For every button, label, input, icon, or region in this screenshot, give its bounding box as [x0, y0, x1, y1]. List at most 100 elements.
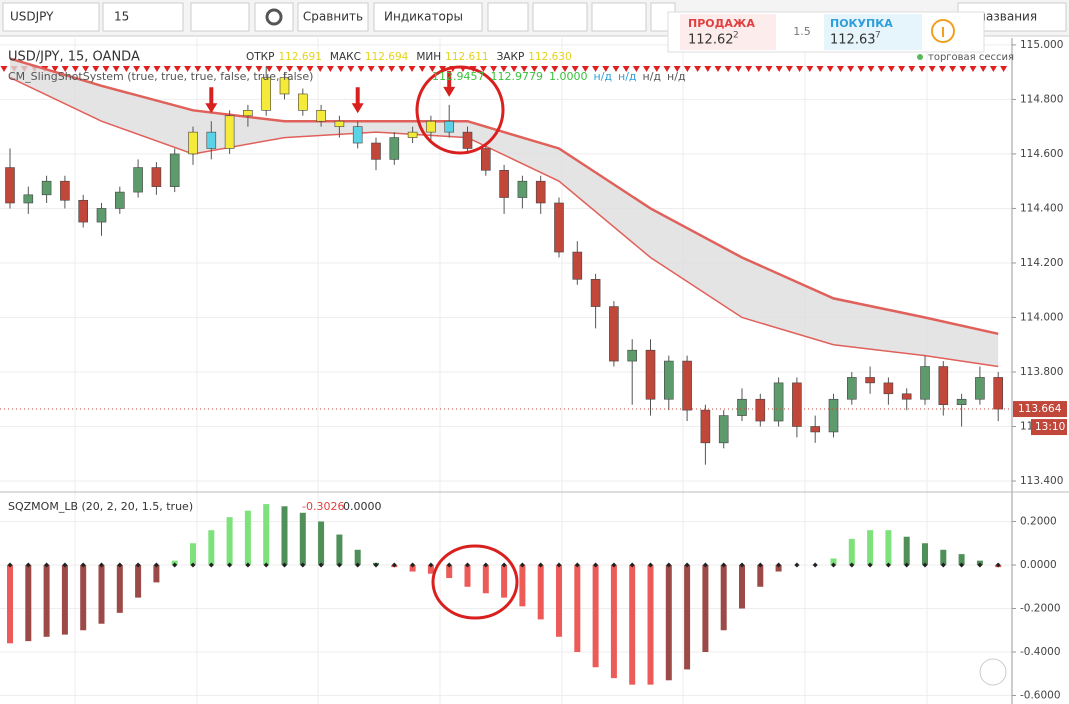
squeeze-dot [336, 562, 342, 568]
compare-button[interactable] [297, 2, 369, 32]
undo-redo[interactable] [591, 2, 647, 32]
candle-body [389, 137, 400, 160]
settings-button[interactable] [254, 2, 294, 32]
momentum-bar [775, 565, 782, 572]
sell-button[interactable] [680, 14, 776, 50]
sell-label: ПРОДАЖА [688, 17, 755, 30]
momentum-bar [409, 565, 416, 572]
signal-triangle [643, 66, 651, 72]
candle-body [426, 120, 436, 133]
signal-triangle [989, 66, 997, 72]
squeeze-dot [556, 562, 562, 568]
squeeze-dot [593, 562, 599, 568]
candle-body [609, 306, 619, 362]
signal-triangle [592, 66, 600, 72]
interval: 15 [114, 10, 129, 24]
signal-triangle [908, 66, 916, 72]
signal-triangle [816, 66, 824, 72]
symbol: USDJPY [10, 10, 54, 24]
symbol-box[interactable] [2, 2, 100, 32]
y-tick-label: 114.000 [1020, 311, 1063, 323]
candle-body [755, 398, 766, 422]
candle-body [23, 194, 34, 204]
momentum-bar [903, 536, 910, 566]
momentum-bar [958, 554, 965, 566]
signal-triangle [306, 66, 314, 72]
candle-body [133, 167, 143, 193]
signal-triangle [51, 66, 59, 72]
signal-triangle [235, 66, 243, 72]
alert-button[interactable] [487, 2, 529, 32]
candle-body [590, 279, 601, 307]
indicator-name: CM_SlingShotSystem (true, true, true, fa… [8, 70, 313, 83]
signal-triangle [418, 66, 426, 72]
y-tick-label: -0.6000 [1020, 690, 1061, 702]
signal-triangle [82, 66, 90, 72]
candle-body [224, 115, 235, 149]
signal-triangle [898, 66, 906, 72]
indicator-value: 112.9457 [432, 70, 485, 83]
signal-triangle [500, 66, 508, 72]
signal-triangle [337, 66, 345, 72]
ohlc-value: 112.691 [278, 51, 321, 63]
signal-triangle [490, 66, 498, 72]
candle-body [993, 377, 1004, 410]
interval-box[interactable] [102, 2, 184, 32]
signal-triangle [286, 66, 294, 72]
squeeze-dot [62, 562, 68, 568]
candle-body [682, 360, 692, 411]
buy-button[interactable] [824, 14, 922, 50]
signal-triangle [143, 66, 151, 72]
candle-body [188, 131, 198, 155]
squeeze-dot [922, 562, 928, 568]
signal-triangle [326, 66, 334, 72]
signal-arrow [205, 87, 218, 114]
momentum-bar [98, 565, 105, 624]
indicator-value: н/д [667, 70, 686, 83]
momentum-bar [446, 565, 453, 579]
candle-body [5, 167, 15, 204]
squeeze-dot [648, 562, 653, 568]
candle-body [700, 409, 711, 444]
signal-triangle [847, 66, 855, 72]
squeeze-dot [25, 562, 31, 568]
squeeze-dot [263, 562, 269, 568]
ohlc-name: ЗАКР [497, 51, 525, 63]
momentum-bar [922, 543, 928, 566]
candle-body [663, 360, 674, 400]
signal-triangle [153, 66, 161, 72]
squeeze-dot [373, 562, 379, 568]
signal-triangle [541, 66, 549, 72]
candle-body [737, 398, 747, 416]
candle-body [480, 148, 491, 171]
signal-triangle [765, 66, 773, 72]
signal-triangle [479, 66, 487, 72]
signal-triangle [204, 66, 212, 72]
indicators-button[interactable] [373, 2, 483, 32]
signal-triangle [836, 66, 844, 72]
momentum-bar [7, 565, 13, 644]
squeeze-dot [501, 562, 507, 568]
ideas-button[interactable] [532, 2, 588, 32]
squeeze-dot [153, 562, 159, 568]
squeeze-dot [721, 562, 727, 568]
spread: 1.5 [793, 25, 811, 38]
squeeze-dot [702, 562, 708, 568]
squeeze-dot [428, 562, 434, 568]
signal-triangle [428, 66, 436, 72]
chart-style-button[interactable] [190, 2, 250, 32]
signal-triangle [734, 66, 742, 72]
squeeze-dot [538, 562, 544, 568]
signal-triangle [928, 66, 936, 72]
momentum-bar [519, 565, 526, 607]
scroll-button[interactable] [979, 658, 1007, 686]
signal-triangle [122, 66, 130, 72]
squeeze-dot [977, 562, 983, 568]
signal-triangle [622, 66, 630, 72]
signal-triangle [439, 66, 447, 72]
signal-triangle [602, 66, 610, 72]
buy-sup: 7 [875, 31, 881, 41]
squeeze-dot [739, 562, 745, 568]
signal-triangle [826, 66, 834, 72]
signal-triangle [796, 66, 804, 72]
